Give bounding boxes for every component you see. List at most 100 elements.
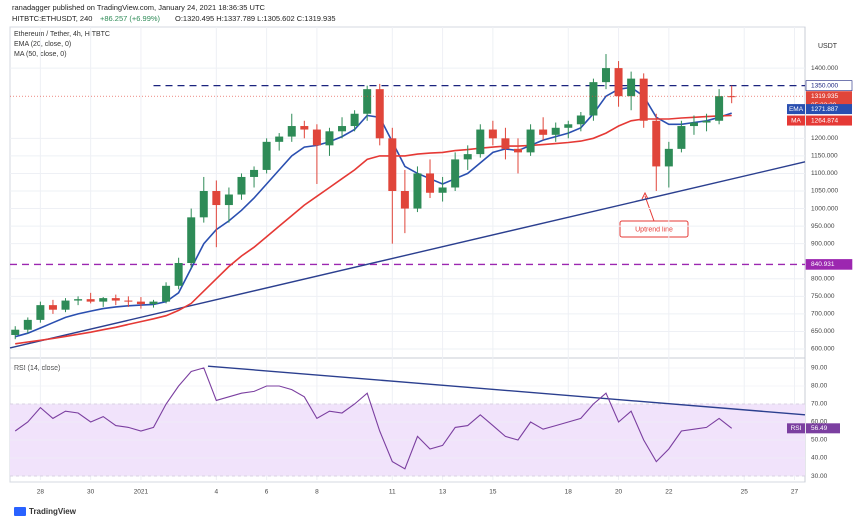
level-label: 1350.000 — [811, 82, 838, 89]
candle-body — [426, 173, 435, 193]
candle-body — [639, 78, 648, 121]
candle-body — [526, 129, 535, 153]
currency: USDT — [818, 43, 838, 50]
candle-body — [224, 194, 233, 206]
candle-body — [162, 285, 171, 302]
symbol: HITBTC:ETHUSDT, 240 — [12, 14, 92, 23]
candle-body — [400, 191, 409, 209]
candle-body — [48, 305, 57, 310]
indicator-value: 1264.874 — [811, 117, 838, 124]
candle-body — [614, 68, 623, 97]
indicator-tag: MA — [791, 117, 801, 124]
candle-body — [11, 329, 20, 335]
publisher: ranadagger published on TradingView.com,… — [12, 3, 266, 12]
y-tick-label: 900.000 — [811, 240, 835, 247]
candle-body — [388, 138, 397, 192]
candle-body — [174, 262, 183, 286]
y-tick-label: 1100.000 — [811, 170, 838, 177]
candle-body — [463, 154, 472, 160]
rsi-tick-label: 90.00 — [811, 365, 828, 372]
candle-body — [287, 126, 296, 137]
y-tick-label: 750.000 — [811, 293, 835, 300]
candle-body — [514, 148, 523, 153]
candle-body — [237, 176, 246, 195]
indicator-value-box — [806, 115, 852, 126]
y-tick-label: 800.000 — [811, 276, 835, 283]
candle-body — [451, 159, 460, 188]
level-label: 840.931 — [811, 261, 835, 268]
rsi-tag-box — [787, 423, 805, 434]
y-tick-label: 1000.000 — [811, 205, 838, 212]
indicator-line — [14, 86, 732, 338]
x-tick-label: 13 — [439, 489, 447, 496]
indicator-tag: EMA — [789, 106, 804, 113]
candle-body — [564, 124, 573, 128]
x-tick-label: 28 — [37, 489, 45, 496]
footer: TradingView — [29, 507, 77, 516]
candle-body — [36, 305, 45, 320]
candle-body — [438, 187, 447, 193]
candle-body — [375, 89, 384, 139]
rsi-value: 56.49 — [811, 425, 828, 432]
candle-body — [187, 217, 196, 263]
candle-body — [627, 78, 636, 97]
candle-body — [350, 113, 359, 127]
candle-body — [300, 126, 309, 130]
candle-body — [488, 129, 497, 139]
rsi-tick-label: 80.00 — [811, 383, 828, 390]
last-price-label: 1319.935 — [811, 93, 838, 100]
candle-body — [86, 299, 95, 302]
candle-body — [664, 148, 673, 167]
rsi-tick-label: 70.00 — [811, 401, 828, 408]
indicator-tag-box — [787, 115, 805, 126]
x-tick-label: 20 — [615, 489, 623, 496]
candle-body — [99, 298, 108, 302]
candle-body — [338, 126, 347, 132]
candle-body — [23, 319, 32, 330]
candle-body — [677, 126, 686, 149]
legend-ema: EMA (20, close, 0) — [14, 41, 71, 48]
x-tick-label: 15 — [489, 489, 497, 496]
candle-body — [576, 115, 585, 125]
candle-body — [212, 191, 221, 206]
chart-title: Ethereum / Tether, 4h, HITBTC — [14, 31, 110, 38]
y-tick-label: 1150.000 — [811, 153, 838, 160]
x-tick-label: 22 — [665, 489, 673, 496]
candle-body — [262, 141, 271, 170]
x-tick-label: 2021 — [134, 489, 149, 496]
candle-body — [727, 96, 736, 98]
candle-body — [363, 89, 372, 114]
rsi-trendline — [207, 365, 806, 416]
logo — [14, 507, 26, 516]
candle-body — [199, 191, 208, 218]
candle-body — [689, 122, 698, 127]
candle-body — [702, 120, 711, 123]
candle-body — [149, 301, 158, 305]
candle-body — [501, 138, 510, 149]
rsi-value-box — [806, 423, 840, 434]
candle-body — [250, 169, 259, 177]
y-tick-label: 1050.000 — [811, 188, 838, 195]
candle-body — [539, 129, 548, 135]
rsi-line — [14, 367, 733, 470]
x-tick-label: 11 — [389, 489, 396, 496]
candle-body — [652, 120, 661, 167]
candle-body — [111, 298, 120, 301]
x-tick-label: 18 — [565, 489, 573, 496]
candle-body — [136, 301, 145, 305]
x-tick-label: 8 — [315, 489, 319, 496]
trendline — [9, 161, 806, 349]
indicator-value: 1271.887 — [811, 106, 838, 113]
candle-body — [124, 300, 133, 302]
rsi-tick-label: 50.00 — [811, 437, 828, 444]
candle-body — [413, 173, 422, 209]
candle-body — [325, 131, 334, 146]
rsi-tick-label: 40.00 — [811, 455, 828, 462]
x-tick-label: 30 — [87, 489, 95, 496]
y-tick-label: 600.000 — [811, 346, 835, 353]
x-tick-label: 27 — [791, 489, 799, 496]
candle-body — [476, 129, 485, 155]
candle-body — [61, 300, 70, 310]
rsi-tag: RSI — [791, 425, 802, 432]
